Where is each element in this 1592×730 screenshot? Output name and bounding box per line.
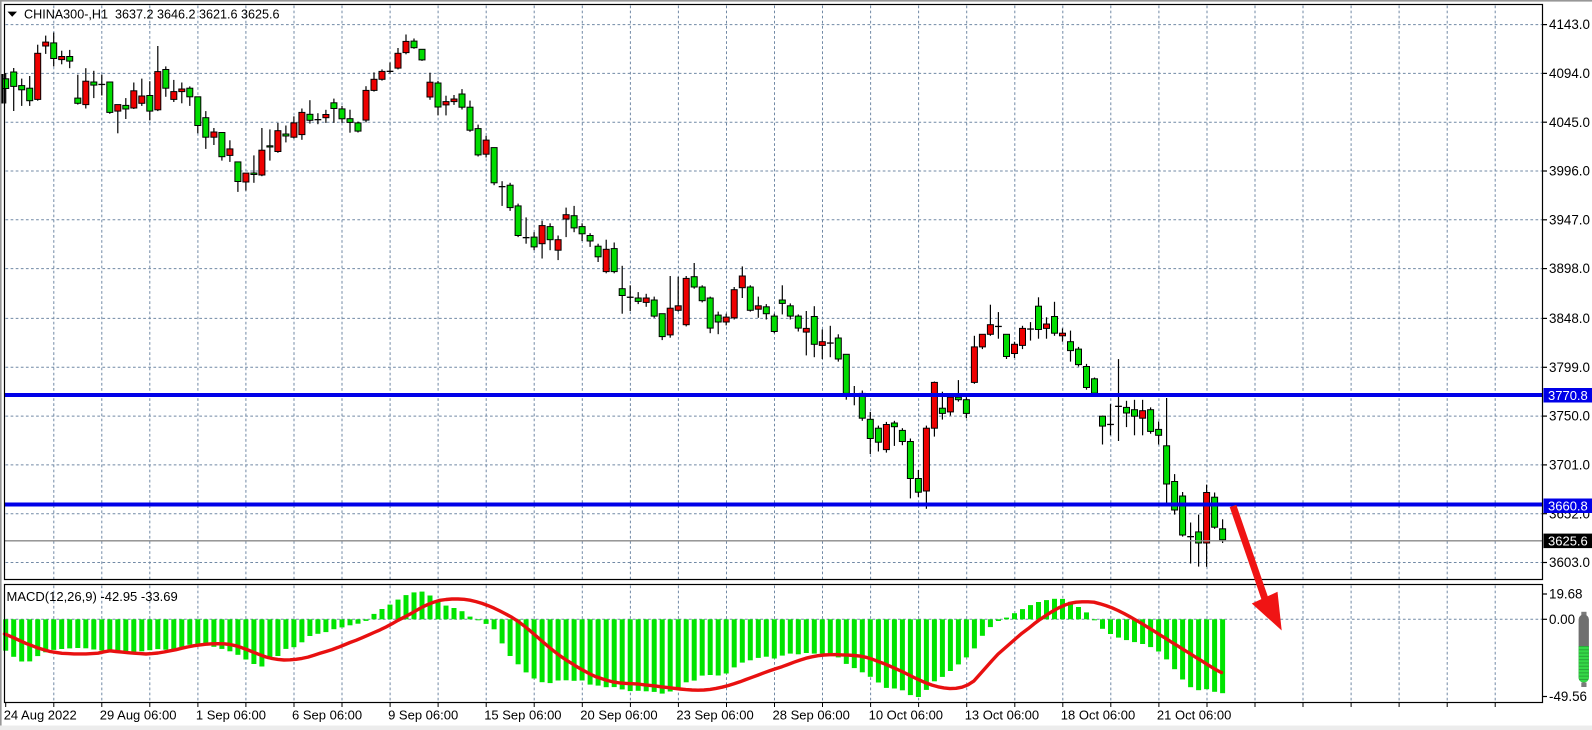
svg-text:19.68: 19.68 — [1549, 587, 1583, 602]
svg-text:4045.0: 4045.0 — [1549, 115, 1590, 130]
svg-text:23 Sep 06:00: 23 Sep 06:00 — [676, 708, 753, 723]
svg-text:MACD(12,26,9) -42.95 -33.69: MACD(12,26,9) -42.95 -33.69 — [7, 589, 178, 604]
svg-text:3770.8: 3770.8 — [1548, 388, 1588, 403]
svg-text:3750.0: 3750.0 — [1549, 409, 1590, 424]
svg-text:6 Sep 06:00: 6 Sep 06:00 — [292, 708, 362, 723]
svg-text:3947.0: 3947.0 — [1549, 212, 1590, 227]
svg-text:3701.0: 3701.0 — [1549, 458, 1590, 473]
svg-text:CHINA300-,H1 3637.2 3646.2 36: CHINA300-,H1 3637.2 3646.2 3621.6 3625.6 — [24, 8, 280, 22]
svg-text:4094.0: 4094.0 — [1549, 66, 1590, 81]
svg-text:-49.56: -49.56 — [1549, 689, 1587, 704]
svg-text:20 Sep 06:00: 20 Sep 06:00 — [580, 708, 657, 723]
svg-text:3660.8: 3660.8 — [1548, 498, 1588, 513]
svg-text:29 Aug 06:00: 29 Aug 06:00 — [100, 708, 177, 723]
svg-text:3996.0: 3996.0 — [1549, 164, 1590, 179]
svg-text:24 Aug 2022: 24 Aug 2022 — [4, 708, 77, 723]
svg-text:13 Oct 06:00: 13 Oct 06:00 — [965, 708, 1039, 723]
svg-text:3603.0: 3603.0 — [1549, 555, 1590, 570]
svg-text:1 Sep 06:00: 1 Sep 06:00 — [196, 708, 266, 723]
svg-text:0.00: 0.00 — [1549, 612, 1575, 627]
svg-text:9 Sep 06:00: 9 Sep 06:00 — [388, 708, 458, 723]
svg-text:10 Oct 06:00: 10 Oct 06:00 — [869, 708, 943, 723]
svg-text:3799.0: 3799.0 — [1549, 360, 1590, 375]
svg-text:3625.6: 3625.6 — [1548, 533, 1588, 548]
svg-text:4143.0: 4143.0 — [1549, 17, 1590, 32]
svg-text:15 Sep 06:00: 15 Sep 06:00 — [484, 708, 561, 723]
svg-text:21 Oct 06:00: 21 Oct 06:00 — [1157, 708, 1231, 723]
svg-text:28 Sep 06:00: 28 Sep 06:00 — [773, 708, 850, 723]
svg-text:3848.0: 3848.0 — [1549, 311, 1590, 326]
svg-text:3898.0: 3898.0 — [1549, 261, 1590, 276]
svg-text:18 Oct 06:00: 18 Oct 06:00 — [1061, 708, 1135, 723]
